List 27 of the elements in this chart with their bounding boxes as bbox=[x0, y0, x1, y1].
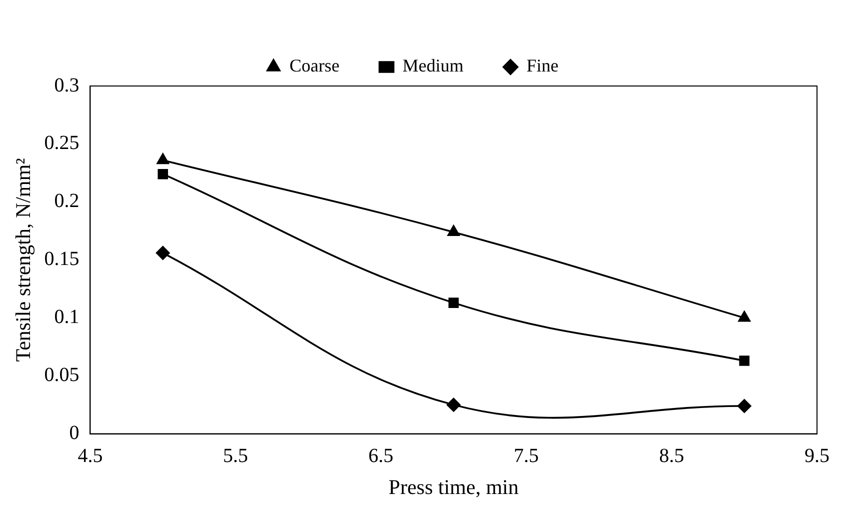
y-tick-label: 0.15 bbox=[44, 248, 80, 270]
legend-label: Fine bbox=[526, 56, 559, 76]
y-tick-label: 0.1 bbox=[54, 306, 80, 328]
x-axis-title: Press time, min bbox=[388, 474, 520, 499]
y-tick-label: 0.3 bbox=[54, 74, 80, 96]
point bbox=[446, 398, 460, 412]
legend-label: Coarse bbox=[290, 56, 340, 76]
y-tick-label: 0.05 bbox=[44, 364, 80, 386]
y-tick-label: 0.25 bbox=[44, 132, 80, 154]
x-tick-label: 4.5 bbox=[78, 445, 103, 468]
x-tick-label: 8.5 bbox=[659, 445, 684, 468]
y-tick-label: 0.2 bbox=[54, 190, 80, 212]
point bbox=[156, 246, 170, 260]
x-tick-label: 7.5 bbox=[514, 445, 539, 468]
point bbox=[739, 356, 750, 366]
y-axis-title: Tensile strength, N/mm² bbox=[11, 158, 36, 362]
point bbox=[448, 225, 460, 236]
legend-label: Medium bbox=[402, 56, 464, 76]
point bbox=[738, 310, 750, 322]
point bbox=[737, 399, 752, 413]
point bbox=[156, 153, 169, 164]
point bbox=[158, 168, 168, 180]
y-tick-label: 0 bbox=[69, 422, 80, 444]
x-tick-label: 5.5 bbox=[223, 445, 248, 468]
x-tick-label: 6.5 bbox=[368, 445, 394, 468]
x-tick-label: 9.5 bbox=[804, 445, 830, 468]
point bbox=[448, 298, 459, 308]
